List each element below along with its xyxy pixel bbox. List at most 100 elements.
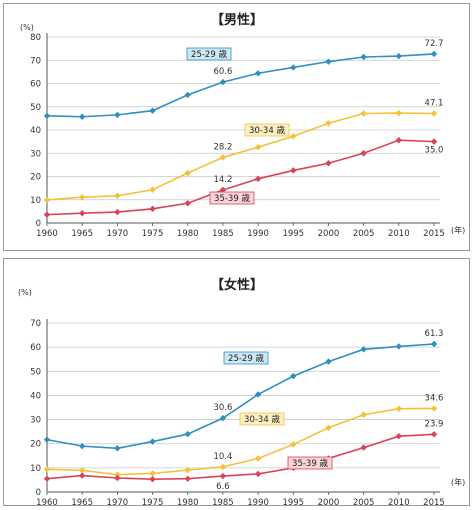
x-tick-label: 1990 (247, 229, 269, 239)
x-tick-label: 1995 (282, 229, 304, 239)
x-tick-label: 1960 (36, 229, 58, 239)
series-2-point (219, 154, 227, 161)
y-tick-label: 20 (30, 173, 41, 183)
series-2-point (430, 405, 438, 412)
series-3-point (395, 137, 403, 144)
series-2-point (114, 192, 121, 199)
series-line-1 (46, 53, 435, 118)
y-tick-label: 20 (30, 440, 41, 450)
x-axis-unit: (年) (451, 477, 465, 487)
series-3-point (43, 211, 51, 218)
series-1-point (43, 112, 51, 120)
y-tick-label: 10 (30, 464, 41, 474)
data-label: 34.6 (425, 393, 444, 403)
y-tick-label: 50 (30, 103, 41, 113)
chart-title: 【男性】 (211, 12, 263, 28)
series-1-point (360, 346, 367, 353)
female-chart-svg: 【女性】 (%) (年) 0 10 20 30 40 50 60 70 1960 1965 1970… (18, 277, 465, 507)
series-2-point (325, 120, 332, 127)
x-tick-label: 2005 (353, 229, 375, 239)
series-2-point (290, 133, 297, 140)
x-tick-label: 2015 (423, 498, 445, 507)
y-tick-label: 0 (36, 219, 41, 229)
x-tick-label: 2010 (388, 498, 410, 507)
series-2-point (78, 193, 86, 201)
y-tick-label: 70 (30, 56, 41, 66)
series-3-point (149, 205, 156, 213)
series-3-point (430, 431, 438, 438)
series-3-point (184, 200, 191, 207)
x-tick-label: 1960 (36, 498, 58, 507)
series-label-box (223, 351, 269, 365)
series-label-box (239, 412, 285, 426)
female-chart-panel: 【女性】 (%) (年) 0 10 20 30 40 50 60 70 1960 1965 1970… (3, 258, 470, 507)
series-1-point (395, 52, 403, 60)
series-3-point (43, 475, 51, 482)
series-2-point (254, 455, 262, 462)
data-label: 72.7 (425, 39, 444, 49)
series-3-point (290, 167, 297, 174)
x-tick-label: 2000 (318, 498, 340, 507)
y-tick-label: 30 (30, 149, 41, 159)
series-1-point (290, 64, 297, 71)
x-tick-label: 1980 (177, 229, 199, 239)
series-3-point (395, 433, 403, 440)
series-1-point (325, 358, 332, 365)
series-1-point (184, 430, 191, 438)
series-3-point (254, 175, 262, 183)
x-tick-label: 2015 (423, 229, 445, 239)
y-tick-label: 0 (36, 488, 41, 498)
data-label: 23.9 (425, 419, 444, 429)
series-line-1 (46, 343, 435, 450)
series-1-point (149, 107, 156, 114)
series-2-point (184, 169, 191, 177)
series-3-point (219, 186, 227, 194)
series-3-point (219, 472, 227, 480)
y-tick-label: 50 (30, 367, 41, 377)
x-tick-label: 1995 (282, 498, 304, 507)
x-tick-label: 1990 (247, 498, 269, 507)
male-chart-panel: 【男性】 (%) (年) 0 10 20 30 40 50 60 70 80 1960 1965 19… (3, 3, 470, 251)
series-3-point (254, 470, 262, 478)
series-1-point (219, 414, 227, 422)
series-3-point (360, 444, 367, 451)
y-axis-unit: (%) (18, 288, 32, 297)
series-label: 30-34 歳 (244, 414, 280, 425)
series-1-point (430, 50, 438, 58)
y-tick-label: 40 (30, 126, 41, 136)
y-tick-label: 10 (30, 196, 41, 206)
series-label: 25-29 歳 (191, 49, 227, 60)
series-1-point (254, 70, 262, 77)
y-tick-label: 40 (30, 391, 41, 401)
x-axis-unit: (年) (451, 225, 465, 235)
x-tick-label: 1970 (107, 498, 129, 507)
series-1-point (149, 438, 156, 445)
series-1-point (325, 58, 332, 65)
y-tick-label: 80 (30, 33, 41, 43)
series-label-box (244, 123, 290, 137)
series-3-point (184, 475, 191, 482)
series-3-point (114, 208, 121, 216)
series-3-point (325, 160, 332, 167)
series-1-point (114, 445, 121, 452)
y-tick-label: 60 (30, 343, 41, 353)
series-3-point (360, 150, 367, 157)
series-1-point (430, 340, 438, 348)
series-2-point (360, 110, 367, 117)
x-tick-label: 1975 (142, 498, 164, 507)
data-label: 47.1 (425, 98, 444, 108)
x-tick-label: 2000 (318, 229, 340, 239)
series-2-point (219, 463, 227, 471)
x-tick-label: 1970 (107, 229, 129, 239)
series-1-point (219, 78, 227, 86)
series-3-point (430, 138, 438, 145)
x-tick-label: 1965 (71, 229, 93, 239)
series-3-point (114, 474, 121, 482)
y-tick-label: 70 (30, 319, 41, 329)
series-2-point (395, 109, 403, 117)
series-1-point (395, 343, 403, 350)
series-line-2 (46, 112, 435, 201)
series-2-point (149, 470, 156, 477)
data-label: 60.6 (213, 67, 232, 77)
x-tick-label: 1985 (212, 229, 234, 239)
